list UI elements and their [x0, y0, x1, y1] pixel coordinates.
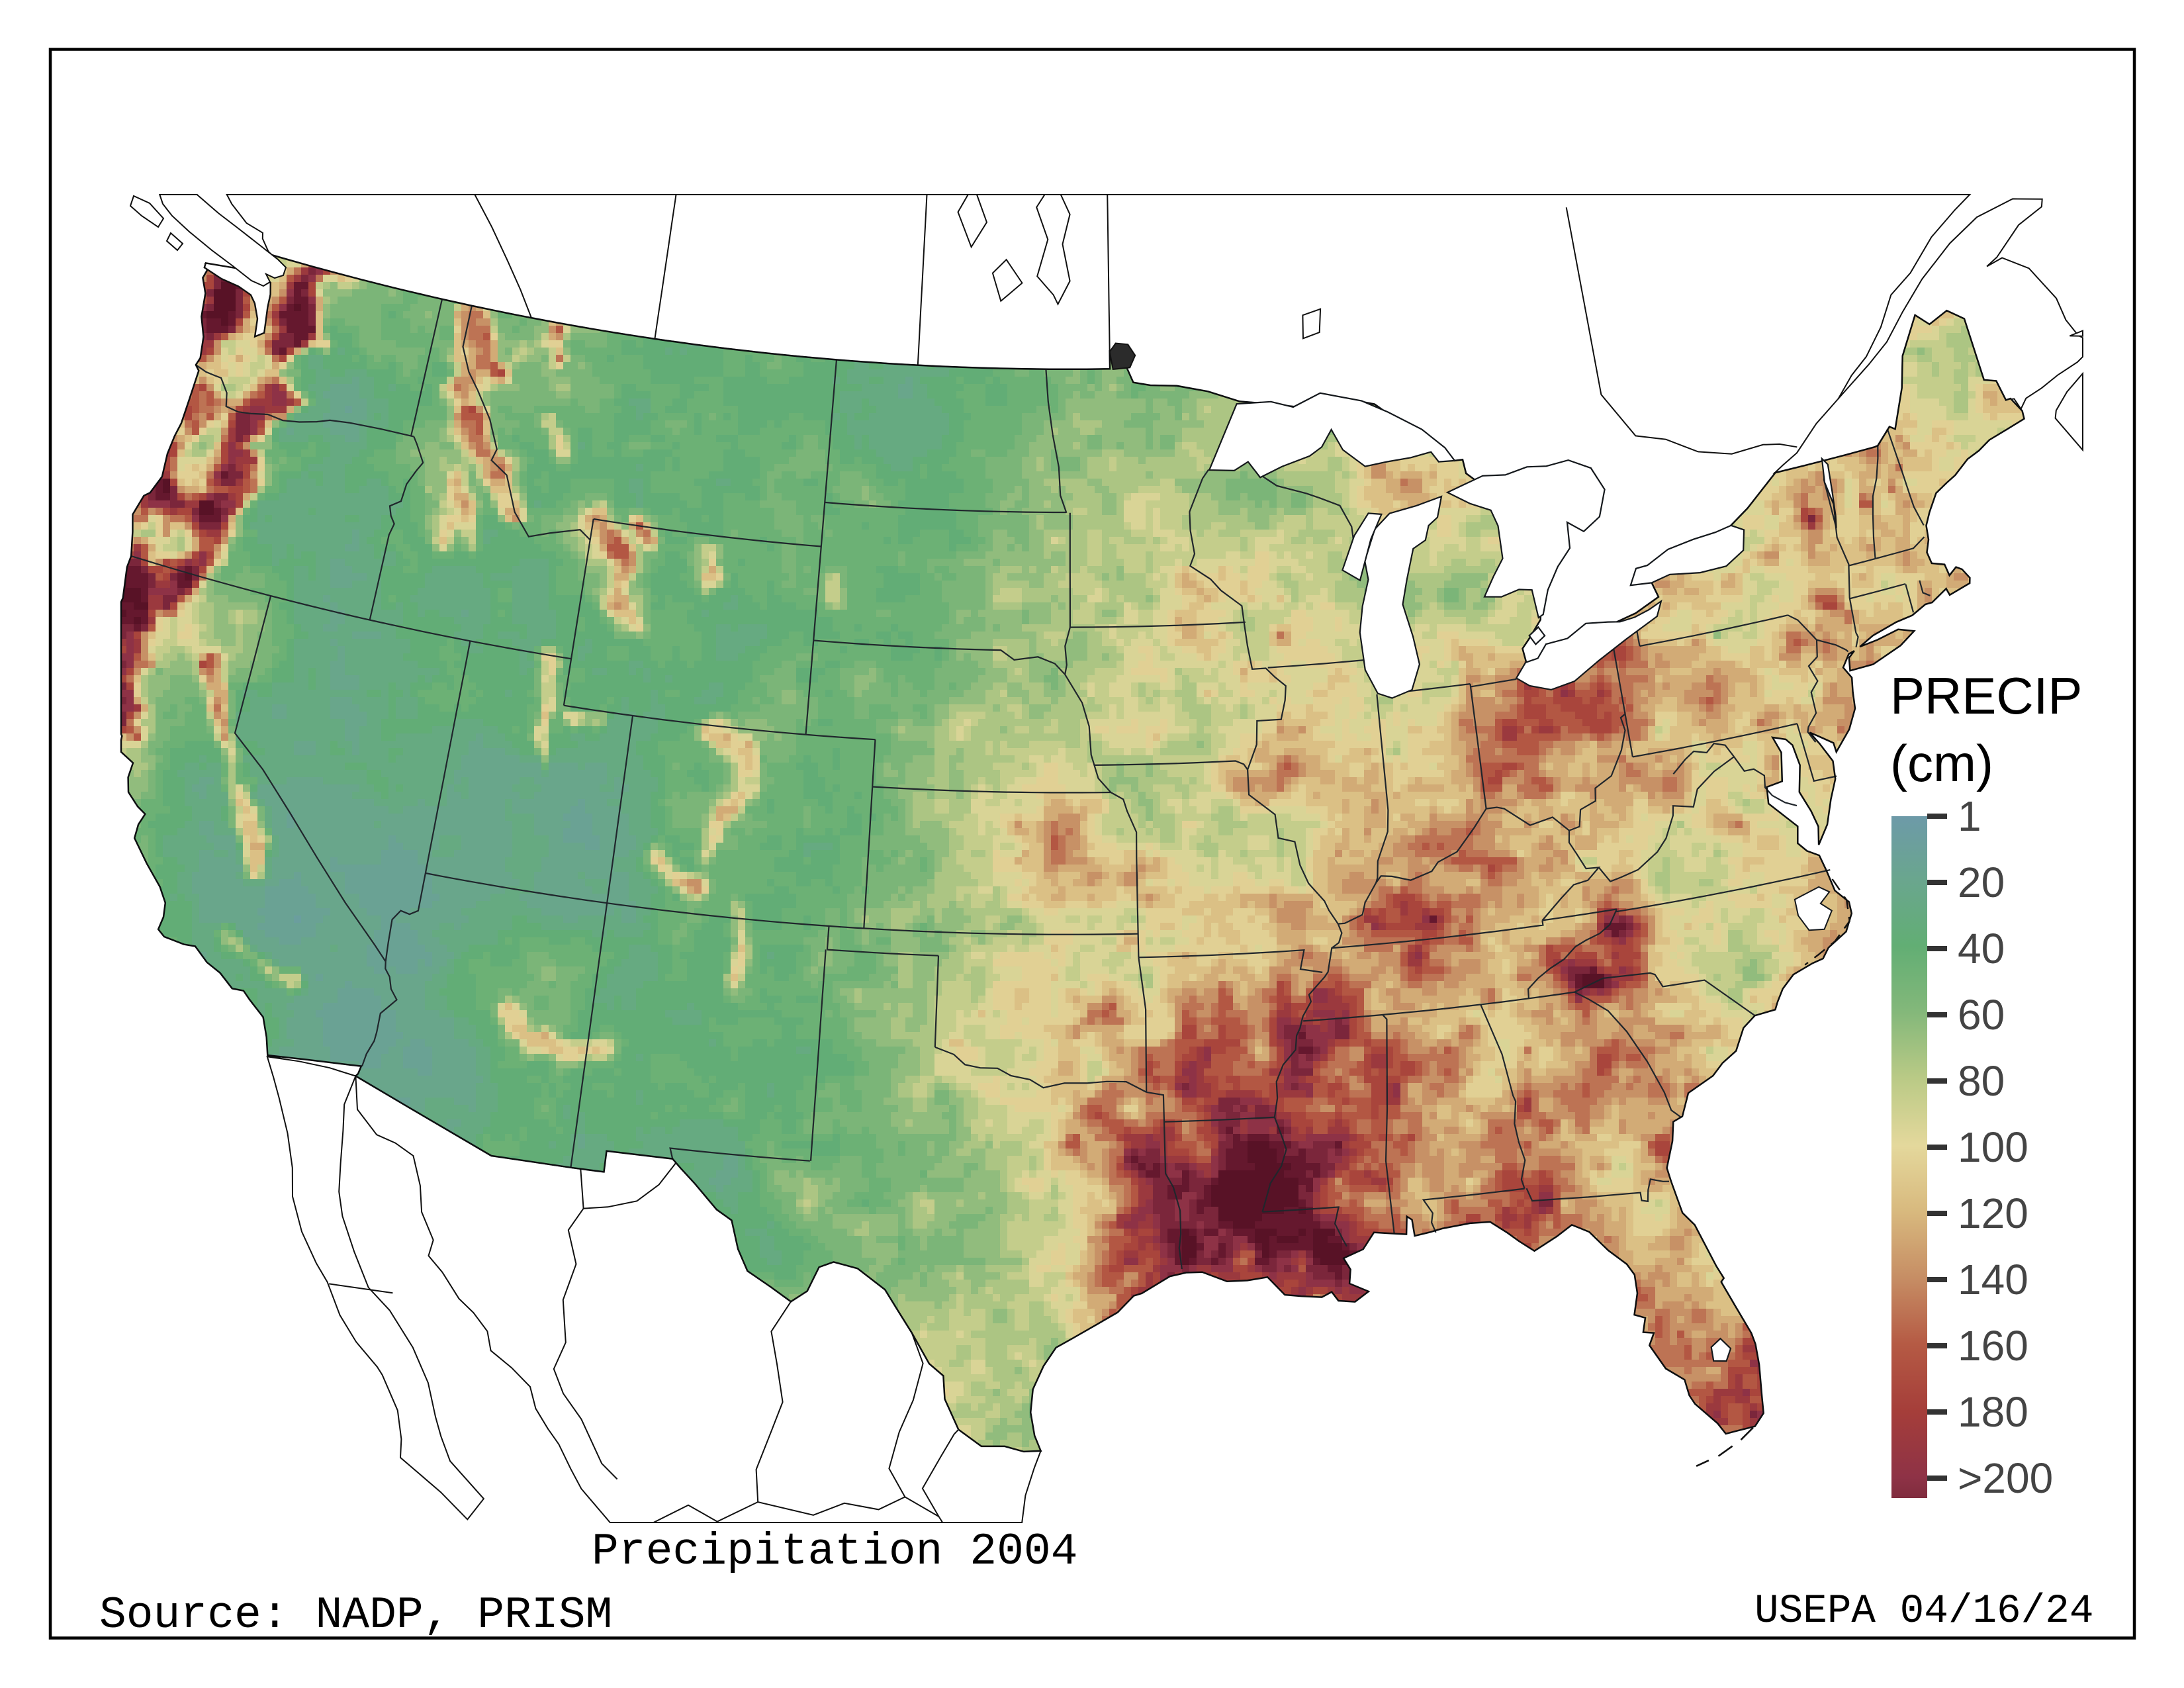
svg-text:40: 40 — [1958, 925, 2005, 972]
svg-text:100: 100 — [1958, 1123, 2028, 1171]
svg-text:USEPA 04/16/24: USEPA 04/16/24 — [1754, 1589, 2093, 1634]
svg-text:120: 120 — [1958, 1190, 2028, 1237]
svg-text:1: 1 — [1958, 792, 1981, 840]
svg-text:(cm): (cm) — [1890, 734, 1993, 792]
svg-text:80: 80 — [1958, 1057, 2005, 1105]
svg-text:60: 60 — [1958, 991, 2005, 1039]
svg-text:160: 160 — [1958, 1322, 2028, 1370]
svg-text:20: 20 — [1958, 859, 2005, 906]
svg-text:140: 140 — [1958, 1256, 2028, 1303]
svg-text:Precipitation 2004: Precipitation 2004 — [592, 1526, 1078, 1577]
svg-text:Source: NADP, PRISM: Source: NADP, PRISM — [99, 1590, 612, 1641]
svg-text:180: 180 — [1958, 1388, 2028, 1436]
svg-text:PRECIP: PRECIP — [1890, 667, 2082, 725]
svg-text:>200: >200 — [1958, 1454, 2053, 1502]
